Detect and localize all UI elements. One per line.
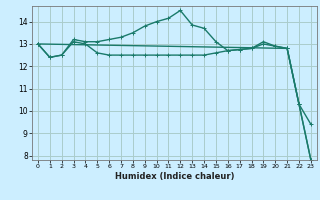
X-axis label: Humidex (Indice chaleur): Humidex (Indice chaleur) [115, 172, 234, 181]
